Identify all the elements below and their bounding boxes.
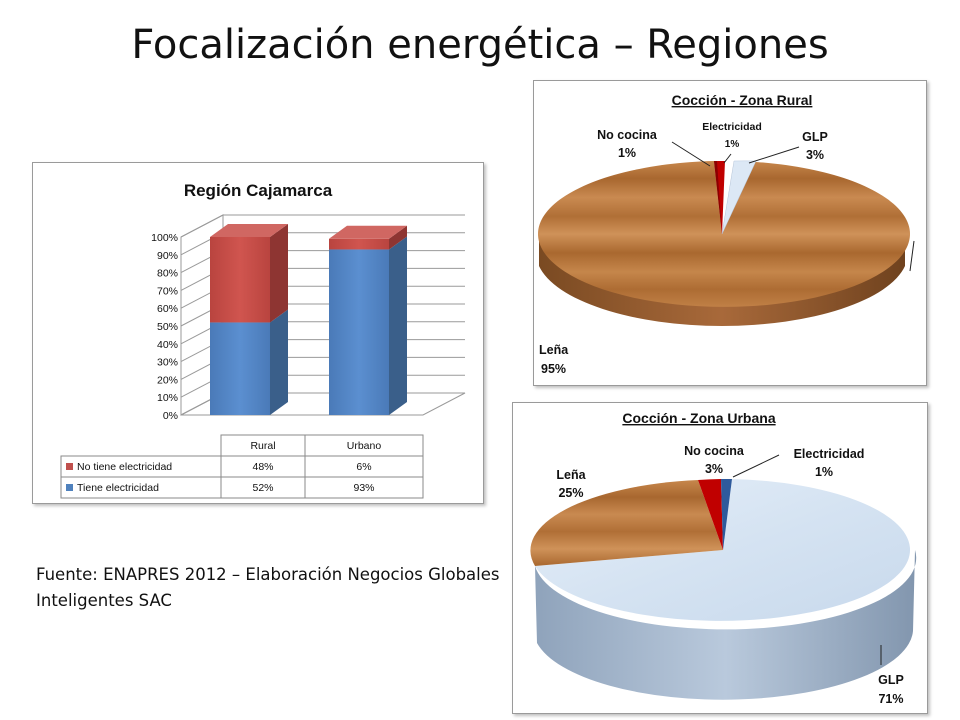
pie-rural-slice-lena bbox=[538, 161, 910, 307]
bar-chart-bars bbox=[210, 224, 407, 415]
pie-rural-pct-glp: 3% bbox=[806, 148, 824, 162]
data-table-value: 48% bbox=[252, 461, 273, 473]
bar-segment bbox=[210, 322, 270, 415]
bar-segment bbox=[329, 238, 389, 250]
pie-urban-slice-electricidad bbox=[721, 478, 732, 550]
bar-segment bbox=[210, 237, 270, 323]
pie-urban-slice-no-cocina bbox=[698, 479, 723, 550]
y-tick-label: 20% bbox=[157, 374, 178, 386]
y-tick-label: 90% bbox=[157, 250, 178, 262]
pie-urban-label-electricidad: Electricidad bbox=[794, 447, 865, 461]
pie-rural-label-electricidad: Electricidad bbox=[702, 121, 762, 133]
pie-urban-label-glp: GLP bbox=[878, 673, 904, 687]
bar-segment bbox=[329, 249, 389, 415]
y-tick-label: 100% bbox=[151, 232, 178, 244]
y-tick-label: 40% bbox=[157, 339, 178, 351]
bar-segment-side bbox=[270, 224, 288, 323]
pie-rural-leader-glp bbox=[748, 146, 800, 164]
slide-title: Focalización energética – Regiones bbox=[131, 22, 829, 68]
pie-rural-label-glp: GLP bbox=[802, 130, 828, 144]
bar-chart-data-table: Rural Urbano No tiene electricidad 48% 6% Tie… bbox=[60, 434, 424, 499]
pie-rural-pct-lena: 95% bbox=[541, 362, 566, 376]
y-tick-label: 80% bbox=[157, 268, 178, 280]
x-category-label: Rural bbox=[250, 440, 275, 452]
y-tick-label: 60% bbox=[157, 303, 178, 315]
pie-rural-pct-no-cocina: 1% bbox=[618, 146, 636, 160]
x-category-label: Urbano bbox=[347, 440, 382, 452]
bar-segment-side bbox=[389, 225, 407, 250]
source-note: Fuente: ENAPRES 2012 – Elaboración Negoc… bbox=[36, 565, 500, 610]
y-tick-label: 70% bbox=[157, 285, 178, 297]
pie-urban-label-lena: Leña bbox=[556, 468, 586, 482]
bar-segment-top bbox=[329, 225, 407, 239]
data-table-value: 6% bbox=[356, 461, 371, 473]
legend-swatch bbox=[66, 484, 73, 491]
legend-swatch bbox=[66, 463, 73, 470]
pie-rural-label-no-cocina: No cocina bbox=[597, 128, 658, 142]
pie-urban-side bbox=[535, 550, 917, 700]
y-tick-label: 10% bbox=[157, 392, 178, 404]
pie-urban-pct-no-cocina: 3% bbox=[705, 462, 723, 476]
pie-urban-slice-lena bbox=[530, 480, 723, 566]
pie-rural-leader-no-cocina bbox=[671, 141, 711, 167]
bar-segment-side bbox=[389, 236, 407, 415]
pie-chart-rural: Cocción - Zona Rural No cocina 1% Electr… bbox=[538, 92, 915, 376]
bar-chart-panel: Región Cajamarca 0% 10% 20% 30% 40% 50% 60% 70%… bbox=[32, 162, 484, 504]
legend-label: No tiene electricidad bbox=[77, 461, 172, 473]
pie-urban-slice-glp bbox=[535, 479, 911, 621]
pie-rural-panel: Cocción - Zona Rural No cocina 1% Electr… bbox=[533, 80, 927, 386]
pie-rural-pct-electricidad: 1% bbox=[725, 139, 740, 150]
data-table-row bbox=[60, 476, 424, 499]
bar-segment-top bbox=[210, 224, 288, 237]
pie-urban-pct-electricidad: 1% bbox=[815, 465, 833, 479]
pie-rural-title: Cocción - Zona Rural bbox=[672, 92, 813, 108]
pie-urban-title: Cocción - Zona Urbana bbox=[622, 410, 775, 426]
bar-chart-cajamarca: Región Cajamarca 0% 10% 20% 30% 40% 50% 60% 70%… bbox=[60, 181, 466, 499]
y-tick-label: 0% bbox=[163, 410, 178, 422]
y-tick-label: 30% bbox=[157, 357, 178, 369]
pie-chart-urban: Cocción - Zona Urbana No cocina 3% Elect… bbox=[530, 410, 917, 706]
data-table-value: 52% bbox=[252, 482, 273, 494]
pie-urban-panel: Cocción - Zona Urbana No cocina 3% Elect… bbox=[512, 402, 928, 714]
data-table-value: 93% bbox=[353, 482, 374, 494]
pie-rural-side bbox=[539, 234, 905, 326]
pie-rural-leader-electricidad bbox=[723, 153, 732, 164]
bar-segment-side bbox=[270, 309, 288, 415]
legend-label: Tiene electricidad bbox=[77, 482, 159, 494]
bar-chart-gridline bbox=[180, 214, 465, 238]
pie-urban-pct-glp: 71% bbox=[878, 692, 903, 706]
pie-urban-pct-lena: 25% bbox=[558, 486, 583, 500]
pie-rural-label-lena: Leña bbox=[539, 343, 569, 357]
y-tick-label: 50% bbox=[157, 321, 178, 333]
pie-urban-label-no-cocina: No cocina bbox=[684, 444, 745, 458]
bar-chart-title: Región Cajamarca bbox=[184, 181, 333, 200]
pie-rural-slice-no-cocina bbox=[714, 160, 722, 234]
bar-chart-y-axis: 0% 10% 20% 30% 40% 50% 60% 70% 80% 90% 100% bbox=[151, 232, 178, 422]
pie-urban-leader-electricidad bbox=[732, 454, 780, 478]
